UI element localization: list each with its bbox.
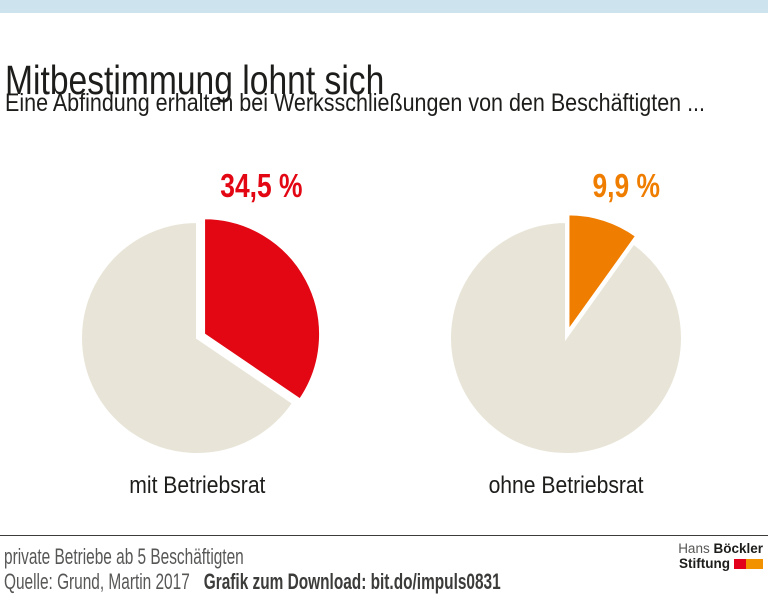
logo-mark-red-square <box>734 558 746 569</box>
logo-mark-orange-square <box>746 558 763 569</box>
top-accent-bar <box>0 0 768 13</box>
logo-hans: Hans <box>678 541 710 556</box>
pie-chart-ohne-betriebsrat <box>449 213 683 455</box>
page-subtitle-text: Eine Abfindung erhalten bei Werksschließ… <box>5 89 705 117</box>
value-label-ohne-betriebsrat: 9,9 % <box>592 167 660 204</box>
logo-line1: Hans Böckler <box>678 541 763 556</box>
source-line: Quelle: Grund, Martin 2017 Grafik zum Dow… <box>4 570 714 594</box>
category-label-mit-betriebsrat: mit Betriebsrat <box>128 472 266 499</box>
page-subtitle: Eine Abfindung erhalten bei Werksschließ… <box>5 89 768 117</box>
download-link-text: Grafik zum Download: bit.do/impuls0831 <box>203 569 501 594</box>
footnote: private Betriebe ab 5 Beschäftigten <box>4 544 244 569</box>
pie-chart-mit-betriebsrat <box>80 217 322 455</box>
footer-divider <box>0 535 768 536</box>
logo-boeckler: Böckler <box>713 541 763 556</box>
logo-mark-icon <box>734 558 763 569</box>
page-title-text: Mitbestimmung lohnt sich <box>5 57 385 104</box>
value-label-mit-betriebsrat: 34,5 % <box>219 167 303 204</box>
logo-line2: Stiftung <box>678 557 763 570</box>
source-text: Quelle: Grund, Martin 2017 <box>4 569 190 594</box>
hans-boeckler-stiftung-logo: Hans Böckler Stiftung <box>678 542 763 570</box>
page-title: Mitbestimmung lohnt sich <box>5 58 468 102</box>
logo-stiftung: Stiftung <box>679 556 730 571</box>
category-label-ohne-betriebsrat: ohne Betriebsrat <box>488 472 644 499</box>
